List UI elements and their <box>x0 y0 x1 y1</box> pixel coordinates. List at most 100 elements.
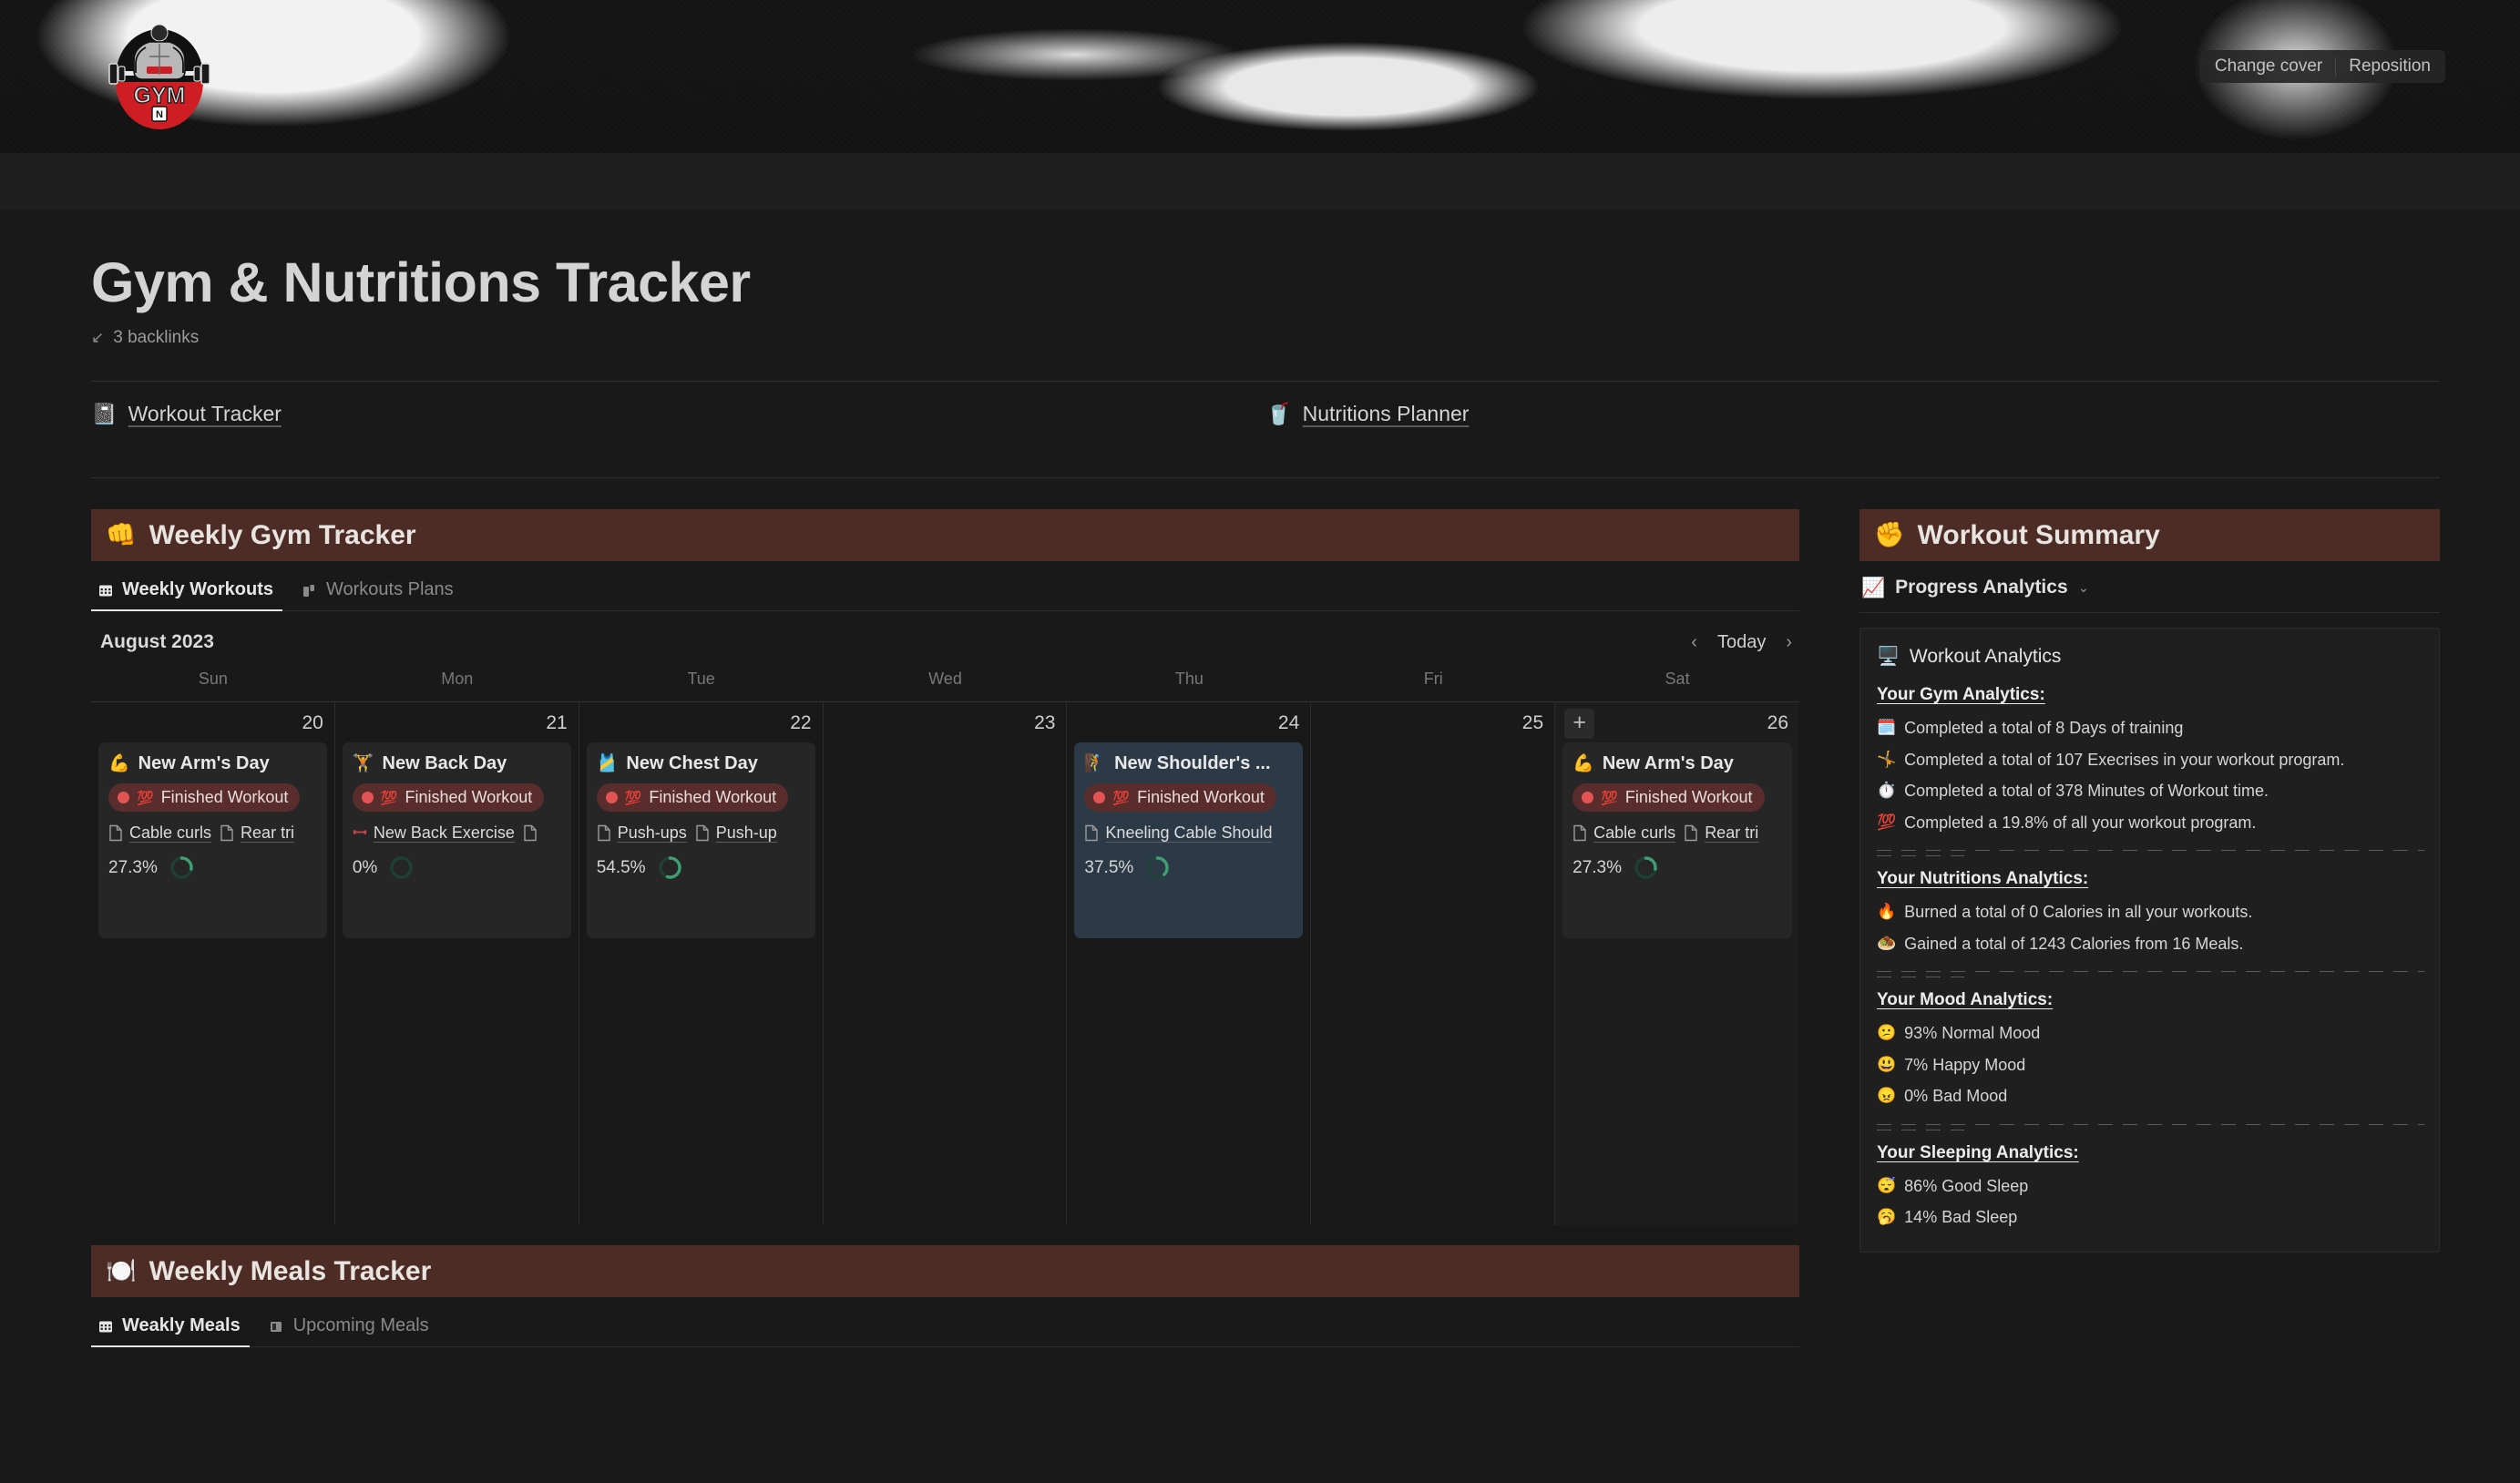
left-column: 👊 Weekly Gym Tracker Weekly Workouts <box>91 509 1799 1348</box>
tab-upcoming-meals[interactable]: Upcoming Meals <box>262 1310 438 1346</box>
link-workout-tracker[interactable]: 📓 Workout Tracker <box>91 402 1265 426</box>
status-badge-label: Finished Workout <box>1624 788 1753 807</box>
exercise-link[interactable] <box>523 824 538 842</box>
calendar-day-cell[interactable]: 21 🏋️ New Back Day 💯 Finished Workout New Bac… <box>335 702 579 1226</box>
notebook-icon: 📓 <box>91 402 118 426</box>
analytics-line-text: Completed a total of 378 Minutes of Work… <box>1904 782 2269 801</box>
weekly-meals-tracker-title: Weekly Meals Tracker <box>149 1255 432 1286</box>
analytics-line: 🗓️ Completed a total of 8 Days of trainin… <box>1877 712 2424 744</box>
exercise-name: Rear tri <box>1705 823 1759 843</box>
calendar-daynum-row: 22 <box>587 708 815 739</box>
analytics-line-text: Burned a total of 0 Calories in all your… <box>1904 903 2253 922</box>
exercise-link[interactable]: Rear tri <box>220 823 294 843</box>
workout-event-card[interactable]: 🧗 New Shoulder's ... 💯 Finished Workout Knee… <box>1074 742 1304 939</box>
status-dot-icon <box>605 792 618 804</box>
calendar-next-button[interactable]: › <box>1786 631 1792 652</box>
exercise-link[interactable]: Cable curls <box>1572 823 1675 843</box>
calendar-prev-button[interactable]: ‹ <box>1691 631 1697 652</box>
status-badge: 💯 Finished Workout <box>108 783 301 813</box>
exercise-list: Cable curls Rear tri <box>108 823 317 843</box>
analytics-line: 😕 93% Normal Mood <box>1877 1018 2424 1049</box>
exercise-link[interactable]: Push-ups <box>597 823 687 843</box>
workout-event-card[interactable]: 💪 New Arm's Day 💯 Finished Workout Cable cur… <box>1562 742 1792 939</box>
right-column: ✊ Workout Summary 📈 Progress Analytics ⌄… <box>1859 509 2440 1347</box>
page-icon[interactable]: GYM N <box>102 16 217 131</box>
workout-event-card[interactable]: 🎽 New Chest Day 💯 Finished Workout Push-ups P… <box>586 742 815 939</box>
exercise-list: Push-ups Push-up <box>597 823 805 843</box>
workout-event-card[interactable]: 💪 New Arm's Day 💯 Finished Workout Cable cur… <box>98 742 327 939</box>
workout-summary-title: Workout Summary <box>1917 519 2160 550</box>
doc-icon <box>1572 824 1587 842</box>
calendar-day-name: Mon <box>441 670 474 689</box>
progress-row: 27.3% <box>1572 855 1782 880</box>
hundred-points-icon: 💯 <box>380 790 398 806</box>
analytics-line: 🤸 Completed a total of 107 Execrises in y… <box>1877 744 2424 776</box>
calendar-day-name: Thu <box>1174 670 1204 689</box>
calendar-day-cell[interactable]: 25 <box>1311 702 1556 1226</box>
workout-type-icon: 🧗 <box>1084 754 1107 774</box>
progress-analytics-toggle[interactable]: 📈 Progress Analytics ⌄ <box>1859 561 2440 614</box>
tab-weakly-meals[interactable]: Weakly Meals <box>91 1310 250 1348</box>
weekly-meals-tracker-banner: 🍽️ Weekly Meals Tracker <box>91 1245 1799 1298</box>
link-nutritions-planner[interactable]: 🥤 Nutritions Planner <box>1265 402 2440 426</box>
calendar-day-number: 23 <box>1034 712 1056 734</box>
backlinks-row[interactable]: ↙ 3 backlinks <box>91 328 199 348</box>
svg-text:GYM: GYM <box>134 83 186 108</box>
calendar-nav: ‹ Today › <box>1691 632 1792 653</box>
workout-event-title-row: 🧗 New Shoulder's ... <box>1084 752 1293 774</box>
tab-workouts-plans[interactable]: Workouts Plans <box>295 574 463 610</box>
exercise-link[interactable]: Kneeling Cable Should <box>1084 823 1273 843</box>
calendar-day-cell[interactable]: +26 💪 New Arm's Day 💯 Finished Workout Cable … <box>1555 702 1799 1226</box>
workout-analytics-title: Workout Analytics <box>1909 646 2062 668</box>
calendar-day-cell[interactable]: 22 🎽 New Chest Day 💯 Finished Workout Push-up… <box>579 702 824 1226</box>
exercise-name: Push-ups <box>617 823 687 843</box>
calendar-day-number: 25 <box>1521 712 1544 734</box>
status-dot-icon <box>1582 792 1594 804</box>
analytics-line-icon: 🤸 <box>1877 750 1897 768</box>
divider-bottom <box>91 477 2440 479</box>
calendar-month-label: August 2023 <box>100 631 214 653</box>
progress-row: 37.5% <box>1084 855 1293 880</box>
status-badge: 💯 Finished Workout <box>352 783 545 813</box>
progress-percent-label: 27.3% <box>108 857 158 877</box>
analytics-group-heading: Your Sleeping Analytics: <box>1877 1142 2079 1162</box>
workout-analytics-title-row: 🖥️ Workout Analytics <box>1877 645 2424 669</box>
divider-top <box>91 381 2440 383</box>
computer-icon: 🖥️ <box>1877 647 1900 668</box>
workout-event-title-row: 💪 New Arm's Day <box>108 752 317 774</box>
analytics-line: 😃 7% Happy Mood <box>1877 1049 2424 1081</box>
calendar-day-name: Fri <box>1423 670 1443 689</box>
status-badge: 💯 Finished Workout <box>1572 783 1765 813</box>
calendar-day-cell[interactable]: 20 💪 New Arm's Day 💯 Finished Workout Cable c… <box>91 702 335 1226</box>
add-event-button[interactable]: + <box>1564 709 1595 740</box>
tab-weekly-workouts[interactable]: Weekly Workouts <box>91 574 282 612</box>
exercise-link[interactable]: Rear tri <box>1684 823 1758 843</box>
exercise-link[interactable]: Push-up <box>695 823 777 843</box>
reposition-button[interactable]: Reposition <box>2349 56 2431 76</box>
calendar-day-cell[interactable]: 24 🧗 New Shoulder's ... 💯 Finished Workout Kn… <box>1067 702 1312 1226</box>
calendar-today-button[interactable]: Today <box>1716 631 1767 652</box>
exercise-link[interactable]: New Back Exercise <box>353 823 515 843</box>
progress-analytics-label: Progress Analytics <box>1895 577 2068 598</box>
status-badge-label: Finished Workout <box>405 788 533 807</box>
calendar-day-cell[interactable]: 23 <box>824 702 1068 1226</box>
calendar-day-number: 26 <box>1767 712 1788 734</box>
analytics-line: 🧆 Gained a total of 1243 Calories from 16… <box>1877 928 2424 960</box>
page-title: Gym & Nutritions Tracker <box>91 251 751 313</box>
calendar-day-number: 20 <box>302 712 323 734</box>
status-dot-icon <box>1093 792 1106 804</box>
analytics-line-text: 7% Happy Mood <box>1904 1055 2026 1074</box>
workout-summary-banner: ✊ Workout Summary <box>1859 509 2440 562</box>
exercise-list: Kneeling Cable Should <box>1084 823 1293 843</box>
exercise-link[interactable]: Cable curls <box>108 823 211 843</box>
exercise-name: Kneeling Cable Should <box>1105 823 1273 843</box>
content-wrapper: Gym & Nutritions Tracker ↙ 3 backlinks 📓… <box>0 210 2520 1348</box>
doc-icon <box>1684 824 1698 842</box>
progress-ring <box>1146 856 1169 879</box>
workout-event-card[interactable]: 🏋️ New Back Day 💯 Finished Workout New Back … <box>342 742 571 939</box>
change-cover-button[interactable]: Change cover <box>2214 56 2323 76</box>
calendar-day-name: Sat <box>1665 670 1690 689</box>
progress-row: 54.5% <box>597 855 805 880</box>
workout-analytics-body: Your Gym Analytics: 🗓️ Completed a total o… <box>1877 685 2424 1233</box>
analytics-line-icon: ⏱️ <box>1877 782 1897 800</box>
